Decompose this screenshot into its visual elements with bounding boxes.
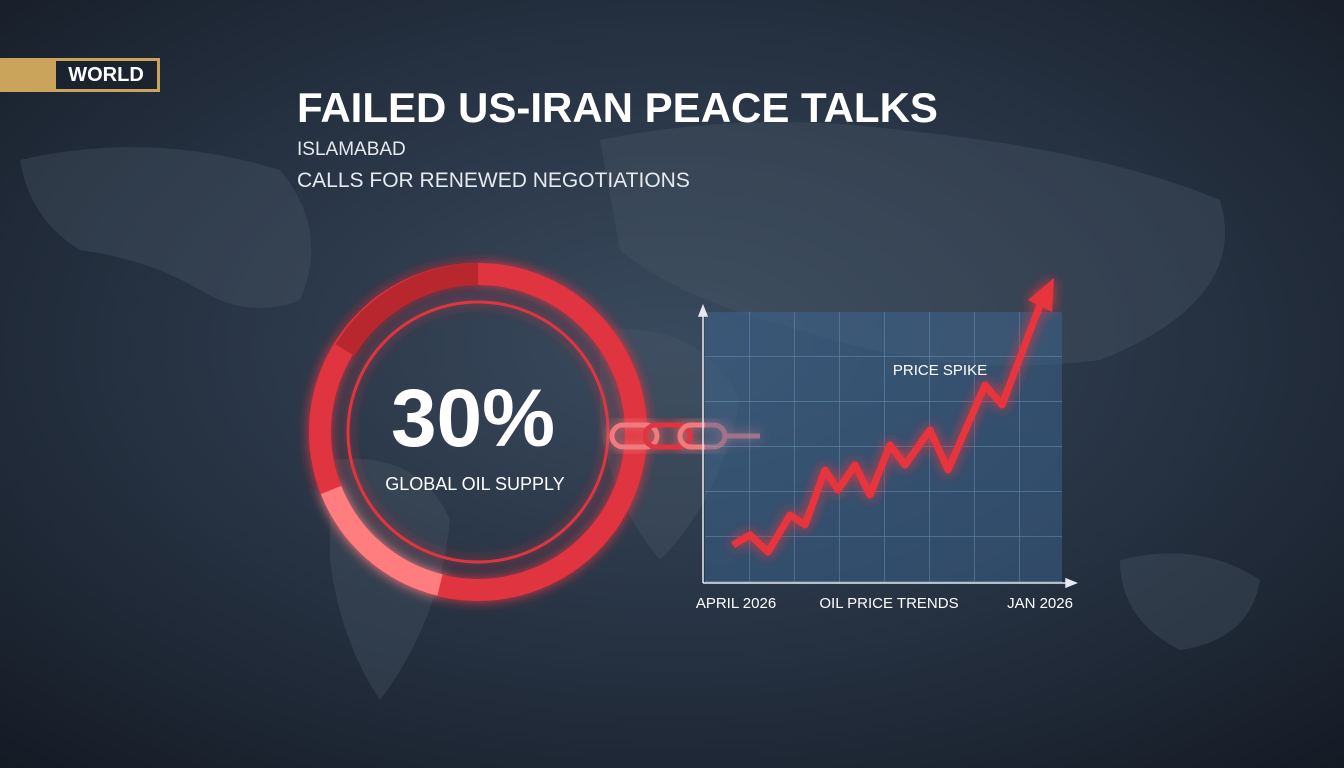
location: ISLAMABAD xyxy=(297,139,406,160)
badge-text: WORLD xyxy=(68,64,144,86)
world-map xyxy=(20,122,1260,700)
chart-axes xyxy=(697,303,1079,589)
chart-grid xyxy=(705,312,1062,583)
tagline: CALLS FOR RENEWED NEGOTIATIONS xyxy=(297,169,690,192)
annotation: PRICE SPIKE xyxy=(893,362,987,379)
stat-label: GLOBAL OIL SUPPLY xyxy=(385,474,564,494)
badge-inner xyxy=(56,61,157,89)
start-label: APRIL 2026 xyxy=(696,595,776,612)
headline: FAILED US-IRAN PEACE TALKS xyxy=(297,84,938,131)
end-label: JAN 2026 xyxy=(1007,595,1073,612)
chart-title: OIL PRICE TRENDS xyxy=(819,595,958,612)
ring xyxy=(309,263,647,601)
stat-value: 30% xyxy=(391,373,555,464)
trend-line xyxy=(731,278,1054,556)
